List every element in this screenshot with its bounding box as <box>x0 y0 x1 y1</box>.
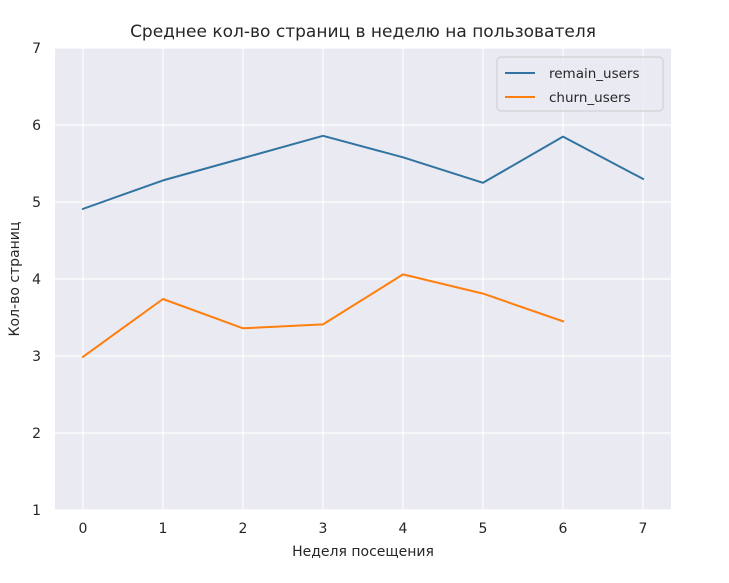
x-axis-label: Неделя посещения <box>292 544 434 560</box>
y-tick-label: 2 <box>32 426 41 442</box>
x-tick-labels: 0 1 2 3 4 5 6 7 <box>79 521 648 537</box>
y-tick-labels: 1 2 3 4 5 6 7 <box>32 41 41 519</box>
y-tick-label: 1 <box>32 503 41 519</box>
x-tick-label: 5 <box>479 521 488 537</box>
y-axis-label: Кол-во страниц <box>7 222 23 337</box>
y-tick-label: 5 <box>32 195 41 211</box>
x-tick-label: 7 <box>639 521 648 537</box>
legend-label-churn_users: churn_users <box>549 90 631 106</box>
grid <box>55 47 671 511</box>
series-line-churn_users <box>81 273 565 359</box>
legend: remain_users churn_users <box>496 56 664 112</box>
x-tick-label: 0 <box>79 521 88 537</box>
y-tick-label: 7 <box>32 41 41 57</box>
x-tick-label: 2 <box>239 521 248 537</box>
y-tick-label: 6 <box>32 118 41 134</box>
y-tick-label: 4 <box>32 272 41 288</box>
y-tick-label: 3 <box>32 349 41 365</box>
x-tick-label: 6 <box>559 521 568 537</box>
x-tick-label: 4 <box>399 521 408 537</box>
chart-title: Среднее кол-во страниц в неделю на польз… <box>130 22 596 42</box>
x-tick-label: 3 <box>319 521 328 537</box>
series-lines <box>81 134 645 359</box>
series-line-remain_users <box>81 134 645 211</box>
x-tick-label: 1 <box>159 521 168 537</box>
legend-box <box>496 56 664 112</box>
legend-label-remain_users: remain_users <box>549 66 640 82</box>
